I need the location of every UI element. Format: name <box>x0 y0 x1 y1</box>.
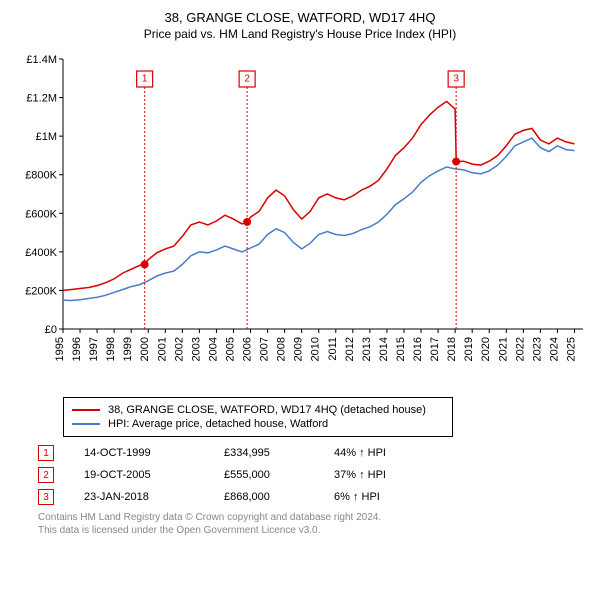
price-chart: £0 £200K £400K £600K £800K £1M £1.2M £1.4M 1995 1… <box>8 49 592 389</box>
svg-text:2004: 2004 <box>207 337 219 361</box>
legend-label: 38, GRANGE CLOSE, WATFORD, WD17 4HQ (det… <box>108 404 426 416</box>
legend-row: 38, GRANGE CLOSE, WATFORD, WD17 4HQ (det… <box>72 404 444 416</box>
svg-text:2016: 2016 <box>412 337 424 361</box>
svg-text:£400K: £400K <box>25 247 57 259</box>
svg-text:£800K: £800K <box>25 170 57 182</box>
svg-text:£600K: £600K <box>25 208 57 220</box>
footnote: Contains HM Land Registry data © Crown c… <box>38 511 592 537</box>
svg-text:2006: 2006 <box>242 337 254 361</box>
svg-text:2022: 2022 <box>514 337 526 361</box>
legend-swatch <box>72 423 100 425</box>
svg-text:2018: 2018 <box>446 337 458 361</box>
svg-text:2011: 2011 <box>327 337 339 361</box>
svg-text:2008: 2008 <box>276 337 288 361</box>
svg-text:2015: 2015 <box>395 337 407 361</box>
svg-text:2021: 2021 <box>497 337 509 361</box>
svg-text:2014: 2014 <box>378 337 390 361</box>
legend-swatch <box>72 409 100 411</box>
transaction-date: 19-OCT-2005 <box>84 469 224 481</box>
svg-text:2024: 2024 <box>548 337 560 361</box>
transaction-pct: 6% ↑ HPI <box>334 491 434 503</box>
svg-text:2005: 2005 <box>224 337 236 361</box>
chart-svg: £0 £200K £400K £600K £800K £1M £1.2M £1.4M 1995 1… <box>8 49 592 389</box>
svg-text:2009: 2009 <box>293 337 305 361</box>
transaction-date: 23-JAN-2018 <box>84 491 224 503</box>
svg-text:3: 3 <box>453 74 459 85</box>
legend: 38, GRANGE CLOSE, WATFORD, WD17 4HQ (det… <box>63 397 453 437</box>
transaction-marker: 3 <box>38 489 54 505</box>
transactions-table: 1 14-OCT-1999£334,99544% ↑ HPI 2 19-OCT-200… <box>38 445 592 505</box>
svg-text:2025: 2025 <box>565 337 577 361</box>
legend-label: HPI: Average price, detached house, Watf… <box>108 418 328 430</box>
svg-text:2017: 2017 <box>429 337 441 361</box>
svg-text:£200K: £200K <box>25 285 57 297</box>
transaction-price: £334,995 <box>224 447 334 459</box>
svg-text:2020: 2020 <box>480 337 492 361</box>
svg-text:2001: 2001 <box>156 337 168 361</box>
footnote-line-1: Contains HM Land Registry data © Crown c… <box>38 511 592 524</box>
svg-text:1999: 1999 <box>122 337 134 361</box>
transaction-date: 14-OCT-1999 <box>84 447 224 459</box>
svg-text:£1.4M: £1.4M <box>26 54 57 66</box>
footnote-line-2: This data is licensed under the Open Gov… <box>38 524 592 537</box>
transaction-pct: 37% ↑ HPI <box>334 469 434 481</box>
svg-text:1998: 1998 <box>105 337 117 361</box>
transaction-pct: 44% ↑ HPI <box>334 447 434 459</box>
page-title: 38, GRANGE CLOSE, WATFORD, WD17 4HQ <box>8 10 592 25</box>
svg-text:2013: 2013 <box>361 337 373 361</box>
svg-text:2023: 2023 <box>531 337 543 361</box>
transaction-price: £868,000 <box>224 491 334 503</box>
svg-text:1: 1 <box>142 74 148 85</box>
svg-text:2010: 2010 <box>310 337 322 361</box>
transaction-row: 3 23-JAN-2018£868,0006% ↑ HPI <box>38 489 592 505</box>
svg-text:1996: 1996 <box>71 337 83 361</box>
svg-text:2: 2 <box>244 74 250 85</box>
transaction-row: 2 19-OCT-2005£555,00037% ↑ HPI <box>38 467 592 483</box>
transaction-price: £555,000 <box>224 469 334 481</box>
svg-text:2002: 2002 <box>173 337 185 361</box>
svg-text:£1.2M: £1.2M <box>26 93 57 105</box>
transaction-marker: 2 <box>38 467 54 483</box>
svg-text:2007: 2007 <box>259 337 271 361</box>
svg-text:£0: £0 <box>45 324 57 336</box>
svg-text:1995: 1995 <box>54 337 66 361</box>
svg-text:1997: 1997 <box>88 337 100 361</box>
svg-text:£1M: £1M <box>36 131 57 143</box>
transaction-marker: 1 <box>38 445 54 461</box>
page-subtitle: Price paid vs. HM Land Registry's House … <box>8 27 592 41</box>
svg-text:2000: 2000 <box>139 337 151 361</box>
svg-text:2003: 2003 <box>190 337 202 361</box>
legend-row: HPI: Average price, detached house, Watf… <box>72 418 444 430</box>
svg-text:2012: 2012 <box>344 337 356 361</box>
svg-text:2019: 2019 <box>463 337 475 361</box>
transaction-row: 1 14-OCT-1999£334,99544% ↑ HPI <box>38 445 592 461</box>
